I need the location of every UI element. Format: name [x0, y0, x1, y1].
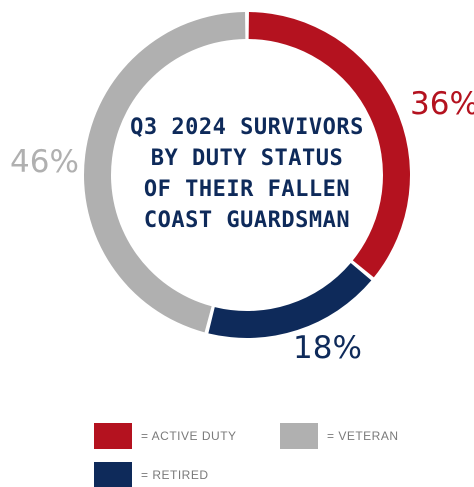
legend-item-veteran: = VETERAN: [280, 423, 399, 449]
chart-title-line-2: BY DUTY STATUS: [150, 146, 344, 171]
chart-title-line-1: Q3 2024 SURVIVORS: [130, 115, 364, 140]
slice-retired: [208, 262, 372, 338]
chart-title-line-3: OF THEIR FALLEN: [143, 177, 351, 202]
legend-label-veteran: = VETERAN: [327, 429, 399, 443]
legend-item-retired: = RETIRED: [94, 462, 209, 487]
legend-item-active-duty: = ACTIVE DUTY: [94, 423, 237, 449]
chart-title-line-4: COAST GUARDSMAN: [143, 208, 351, 233]
retired-percent-label: 18%: [293, 330, 362, 366]
slice-veteran: [83, 12, 246, 333]
legend-label-retired: = RETIRED: [141, 468, 209, 482]
legend-swatch-active-duty: [94, 423, 132, 449]
slice-active-duty: [248, 12, 411, 278]
legend-swatch-retired: [94, 462, 132, 487]
active-duty-percent-label: 36%: [410, 86, 474, 122]
legend-label-active-duty: = ACTIVE DUTY: [141, 429, 237, 443]
legend-swatch-veteran: [280, 423, 318, 449]
veteran-percent-label: 46%: [10, 144, 79, 180]
chart-title: Q3 2024 SURVIVORS BY DUTY STATUS OF THEI…: [127, 112, 367, 236]
